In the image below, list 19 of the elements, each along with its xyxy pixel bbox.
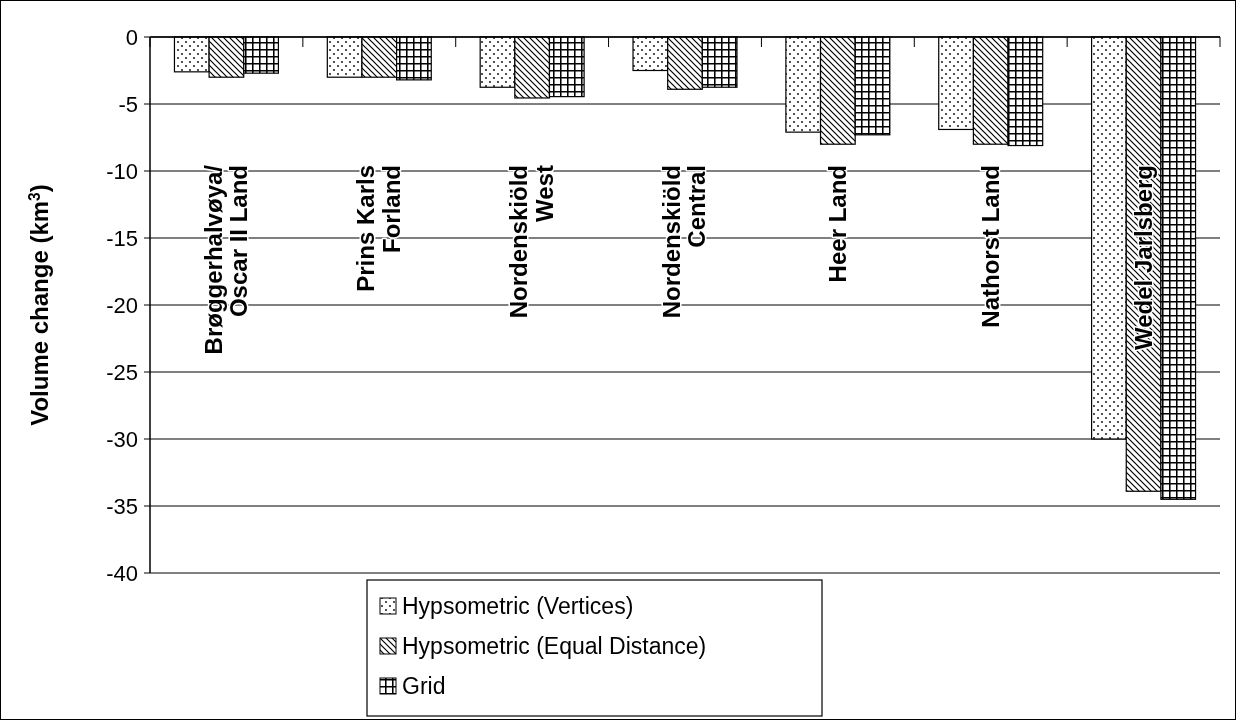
y-tick-label: -20 [106, 292, 138, 318]
y-tick-label: -25 [106, 359, 138, 385]
y-tick-label: -5 [118, 91, 138, 117]
x-tick-label: Nathorst Land [977, 165, 1005, 328]
legend-label: Hypsometric (Equal Distance) [402, 633, 707, 660]
y-tick-label: -10 [106, 158, 138, 184]
x-tick-label: Brøggerhalvøya/ Oscar II Land [199, 164, 252, 355]
y-tick-label: -15 [106, 225, 138, 251]
x-tick-label: Heer Land [824, 165, 852, 283]
x-tick-label: Nordenskiöld Central [658, 165, 711, 319]
y-tick-label: -35 [106, 493, 138, 519]
y-tick-label: -40 [106, 560, 138, 586]
y-tick-label: -30 [106, 426, 138, 452]
legend-label: Hypsometric (Vertices) [402, 593, 634, 620]
y-tick-label: 0 [125, 24, 138, 50]
x-tick-label: Prins Karls Forland [352, 165, 405, 292]
x-tick-label: Nordenskiöld West [505, 164, 558, 319]
x-tick-label: Wedel Jarlsberg [1129, 165, 1157, 350]
legend-label: Grid [402, 673, 446, 700]
